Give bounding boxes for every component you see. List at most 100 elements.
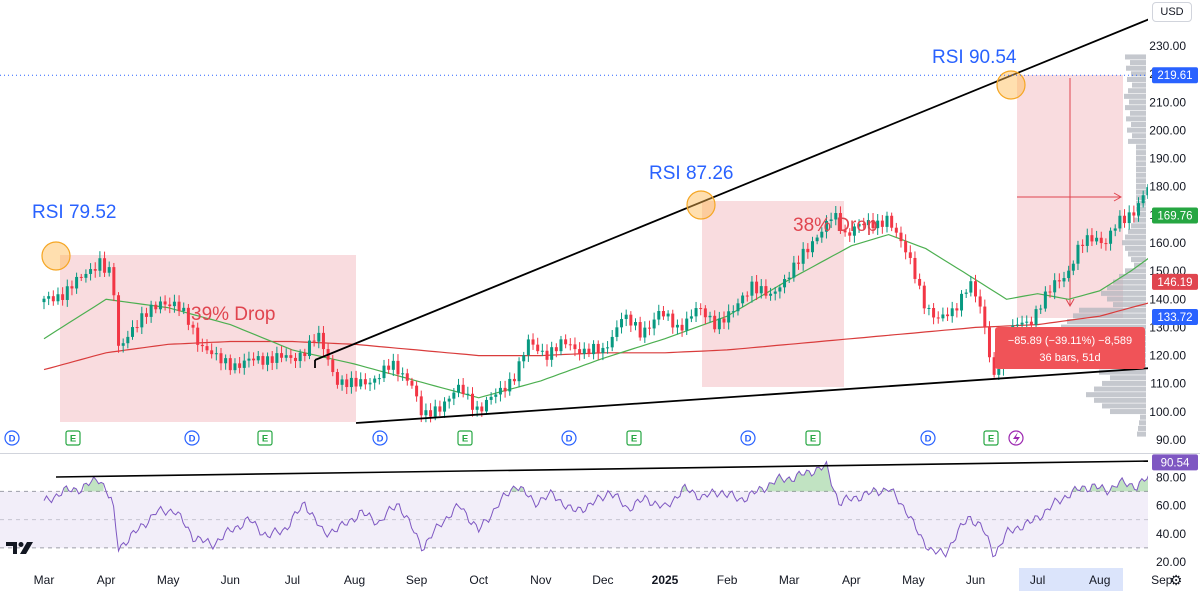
price-tick-label: 120.00	[1149, 349, 1186, 363]
candle-body	[373, 378, 377, 383]
dividend-event-icon[interactable]	[740, 430, 756, 446]
candle-body	[130, 327, 134, 337]
candle-body	[894, 227, 898, 233]
dividend-event-icon[interactable]	[184, 430, 200, 446]
candle-body	[242, 360, 246, 368]
price-tick-label: 160.00	[1149, 236, 1186, 250]
volume-profile-bar	[1137, 431, 1146, 437]
candle-body	[1057, 280, 1061, 282]
volume-profile-bar	[1128, 88, 1146, 94]
volume-profile-bar	[1136, 200, 1146, 206]
candle-body	[1099, 237, 1103, 244]
candle-body	[587, 348, 591, 355]
candle-body	[936, 317, 940, 319]
earnings-event-icon[interactable]	[983, 430, 999, 446]
candle-body	[177, 301, 181, 312]
candle-body	[79, 276, 83, 278]
candle-body	[484, 399, 488, 412]
candle-body	[838, 213, 842, 231]
candle-body	[1085, 235, 1089, 246]
candle-body	[447, 398, 451, 402]
candle-body	[359, 379, 363, 387]
candle-body	[238, 363, 242, 368]
candle-body	[778, 287, 782, 292]
dividend-event-icon[interactable]	[920, 430, 936, 446]
tradingview-logo-icon[interactable]	[6, 540, 36, 556]
candle-body	[559, 339, 563, 352]
dividend-event-icon[interactable]	[4, 430, 20, 446]
candle-body	[913, 257, 917, 279]
time-range-highlight	[1019, 568, 1123, 591]
candle-body	[941, 314, 945, 319]
earnings-event-icon[interactable]	[457, 430, 473, 446]
price-tag-box	[1152, 207, 1198, 224]
price-axis[interactable]: 90.00100.00110.00120.00130.00140.00150.0…	[1149, 39, 1186, 447]
candle-body	[154, 304, 158, 310]
candle-body	[172, 301, 176, 307]
candle-body	[960, 293, 964, 311]
drop-zones	[60, 75, 1123, 422]
candle-body	[61, 294, 65, 300]
drop-label-1: 39% Drop	[191, 304, 276, 325]
price-tag-box	[1152, 273, 1198, 290]
candle-body	[927, 307, 931, 309]
candle-body	[974, 281, 977, 297]
candle-body	[624, 314, 628, 320]
candle-body	[210, 350, 214, 355]
dividend-event-icon[interactable]	[372, 430, 388, 446]
earnings-event-icon[interactable]	[257, 430, 273, 446]
candle-body	[47, 296, 51, 299]
candle-body	[578, 349, 582, 354]
earnings-event-label: E	[262, 434, 268, 445]
candle-body	[126, 336, 130, 344]
earnings-event-icon[interactable]	[65, 430, 81, 446]
candle-body	[1146, 187, 1148, 196]
dividend-event-icon[interactable]	[561, 430, 577, 446]
volume-profile-bar	[1136, 144, 1146, 150]
candle-body	[522, 355, 526, 362]
time-axis[interactable]: Mar Apr May Jun Jul Aug Sep Oct Nov Dec 2025 Feb Mar…	[34, 568, 1173, 591]
candle-body	[466, 393, 470, 395]
candle-body	[289, 355, 293, 358]
price-tick-label: 190.00	[1149, 152, 1186, 166]
candle-body	[932, 307, 936, 318]
candle-body	[149, 304, 153, 317]
candle-body	[182, 307, 186, 312]
volume-profile-bar	[1136, 206, 1146, 212]
time-tick-label: Sep	[406, 573, 428, 587]
candle-body	[545, 350, 549, 360]
rsi-tick-label: 80.00	[1156, 470, 1186, 484]
rsi-pane	[0, 460, 1148, 558]
currency-button[interactable]: USD	[1152, 2, 1192, 22]
volume-profile-bar	[1126, 65, 1146, 71]
volume-profile-bar	[1131, 121, 1146, 128]
price-tick-label: 110.00	[1150, 377, 1186, 391]
peak-marker-1	[41, 241, 71, 271]
candle-body	[675, 324, 679, 328]
candle-body	[1104, 243, 1108, 245]
candle-body	[98, 258, 102, 271]
candle-body	[321, 332, 325, 350]
rsi-overbought-fill	[1089, 484, 1105, 492]
candle-body	[107, 267, 111, 273]
earnings-event-icon[interactable]	[626, 430, 642, 446]
peak-marker-2	[686, 190, 716, 220]
candle-body	[275, 353, 279, 363]
price-tag-label: 133.72	[1157, 312, 1192, 324]
candle-body	[438, 406, 442, 412]
candle-body	[443, 401, 447, 412]
candle-body	[1025, 321, 1029, 323]
candle-body	[489, 396, 493, 400]
candle-body	[121, 343, 125, 346]
candle-body	[247, 358, 251, 361]
candle-body	[452, 392, 456, 399]
candle-body	[922, 285, 926, 309]
rsi-overbought-fill	[83, 476, 104, 492]
settings-gear-icon[interactable]: ⚙	[1169, 573, 1183, 589]
candle-body	[1095, 237, 1099, 242]
earnings-event-icon[interactable]	[805, 430, 821, 446]
candle-body	[1039, 308, 1043, 310]
